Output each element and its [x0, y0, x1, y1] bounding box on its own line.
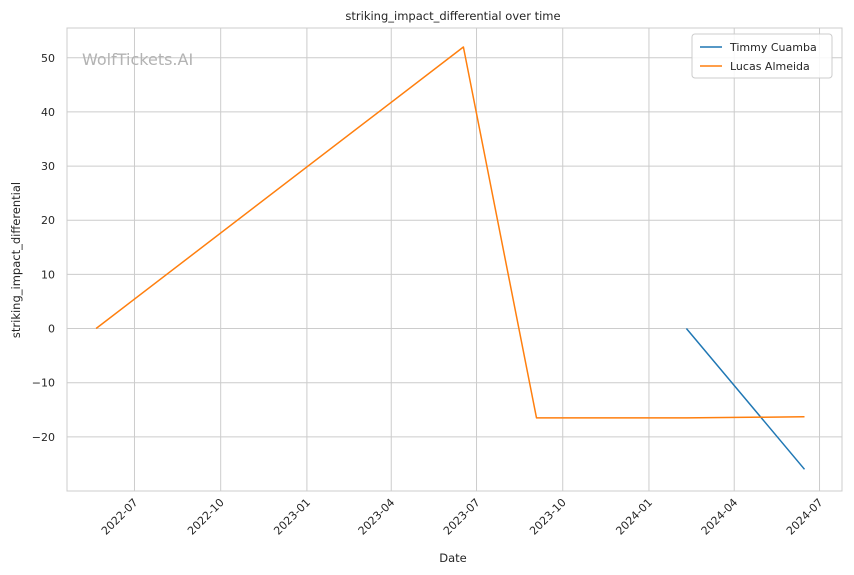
y-tick-label: −10 [32, 377, 55, 390]
legend-label: Timmy Cuamba [729, 41, 817, 54]
y-tick-label: 30 [41, 160, 55, 173]
x-tick-label: 2024-01 [613, 496, 655, 538]
x-tick-label: 2024-07 [784, 496, 826, 538]
chart-title: striking_impact_differential over time [345, 9, 560, 23]
series-line [685, 328, 806, 470]
x-axis-label: Date [439, 551, 467, 565]
y-axis-label: striking_impact_differential [9, 182, 23, 338]
series-layer [95, 46, 806, 470]
x-tick-label: 2023-04 [356, 496, 398, 538]
y-tick-label: 40 [41, 106, 55, 119]
y-tick-labels: −20 −10 0 10 20 30 40 50 [32, 52, 55, 444]
x-tick-label: 2023-10 [527, 496, 569, 538]
y-tick-label: 20 [41, 214, 55, 227]
grid [67, 28, 842, 491]
legend-label: Lucas Almeida [730, 60, 810, 73]
x-tick-label: 2023-01 [271, 496, 313, 538]
watermark-text: WolfTickets.AI [82, 50, 193, 69]
y-tick-label: −20 [32, 431, 55, 444]
plot-frame [66, 27, 843, 492]
x-tick-label: 2023-07 [441, 496, 483, 538]
y-tick-label: 0 [48, 323, 55, 336]
x-tick-label: 2022-07 [99, 496, 141, 538]
legend: Timmy Cuamba Lucas Almeida [691, 33, 833, 79]
x-tick-label: 2024-04 [699, 496, 741, 538]
x-tick-labels: 2022-07 2022-10 2023-01 2023-04 2023-07 2023-… [99, 496, 826, 538]
series-line [95, 46, 805, 419]
y-tick-label: 10 [41, 268, 55, 281]
legend-box [691, 33, 833, 79]
y-tick-label: 50 [41, 52, 55, 65]
x-tick-label: 2022-10 [185, 496, 227, 538]
